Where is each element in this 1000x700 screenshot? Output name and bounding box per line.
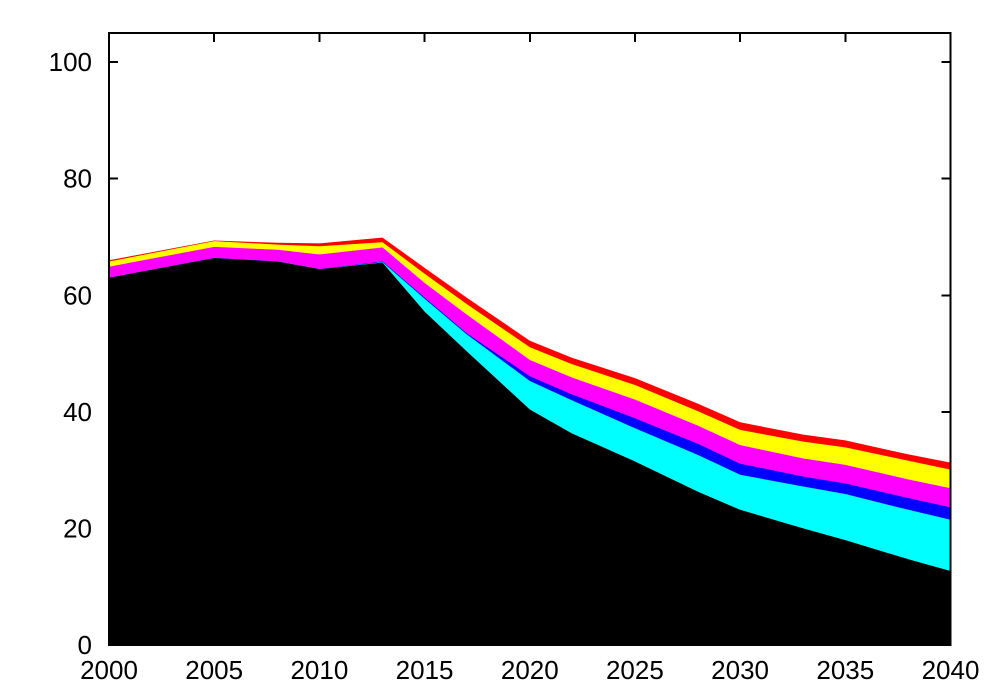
x-tick-label: 2000 [80, 655, 138, 685]
x-tick-label: 2015 [396, 655, 454, 685]
x-tick-label: 2035 [816, 655, 874, 685]
area-layers [109, 237, 951, 645]
y-tick-label: 100 [49, 47, 92, 77]
x-tick-label: 2030 [711, 655, 769, 685]
y-tick-label: 60 [63, 280, 92, 310]
x-tick-label: 2040 [922, 655, 980, 685]
area-black [109, 258, 951, 645]
y-tick-label: 80 [63, 164, 92, 194]
plot-border [108, 32, 952, 646]
y-tick-label: 20 [63, 513, 92, 543]
x-tick-label: 2020 [501, 655, 559, 685]
x-tick-label: 2025 [606, 655, 664, 685]
y-tick-label: 0 [78, 630, 92, 660]
x-tick-label: 2010 [290, 655, 348, 685]
tick-labels: 2000 2005 2010 2015 2020 2025 2030 2035 20400204… [49, 47, 980, 685]
y-tick-label: 40 [63, 397, 92, 427]
x-tick-label: 2005 [185, 655, 243, 685]
